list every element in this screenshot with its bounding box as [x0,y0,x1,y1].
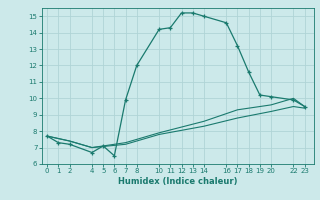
X-axis label: Humidex (Indice chaleur): Humidex (Indice chaleur) [118,177,237,186]
